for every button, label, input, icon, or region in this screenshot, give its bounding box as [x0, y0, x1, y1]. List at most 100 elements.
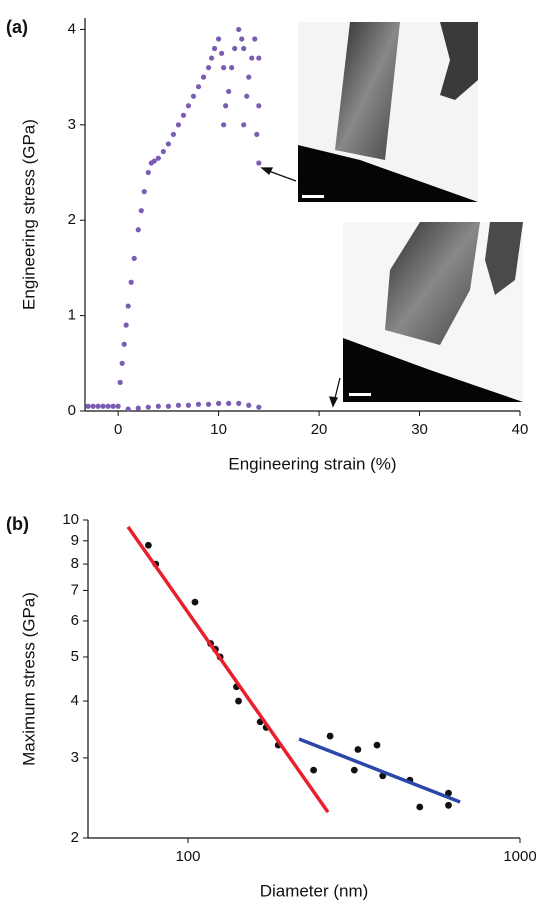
y-tick-label: 1	[68, 307, 76, 324]
data-point	[131, 255, 137, 261]
data-point	[445, 801, 452, 809]
y-tick-label: 4	[68, 20, 76, 37]
panel-label: (b)	[6, 514, 29, 534]
data-point	[141, 189, 147, 195]
fit-line	[126, 525, 330, 814]
x-axis-label: Engineering strain (%)	[228, 454, 396, 473]
data-point	[95, 403, 101, 409]
data-point	[117, 379, 123, 385]
data-point	[256, 103, 262, 109]
data-point	[145, 169, 151, 176]
panel-label: (a)	[6, 17, 28, 37]
data-point	[105, 403, 111, 409]
y-tick-label: 0	[68, 402, 76, 419]
x-tick-label: 40	[512, 421, 529, 438]
data-point	[216, 400, 222, 406]
data-point	[185, 103, 192, 109]
x-tick-label: 100	[175, 848, 200, 865]
data-point	[246, 402, 252, 408]
y-tick-label: 7	[71, 581, 79, 598]
y-tick-label: 2	[68, 211, 76, 228]
data-point	[85, 403, 91, 409]
data-point	[236, 26, 242, 33]
y-tick-label: 6	[71, 612, 79, 629]
data-point	[90, 403, 96, 409]
tem-inset-bottom	[343, 222, 523, 402]
y-tick-label: 3	[68, 116, 76, 133]
data-point	[211, 45, 218, 52]
data-point	[155, 403, 161, 409]
data-point	[246, 74, 252, 80]
x-tick-label: 30	[411, 421, 428, 438]
data-point	[205, 65, 212, 71]
data-point	[226, 400, 232, 406]
data-point	[144, 541, 152, 549]
data-point	[326, 732, 334, 740]
data-point	[125, 303, 131, 309]
y-tick-label: 9	[71, 532, 79, 549]
data-point	[235, 697, 242, 705]
data-point	[195, 84, 202, 90]
data-point	[160, 148, 166, 155]
data-point	[216, 36, 222, 42]
x-tick-label: 0	[114, 421, 122, 438]
tem-inset-top	[298, 22, 478, 202]
data-point	[190, 93, 197, 99]
data-point	[195, 401, 202, 407]
data-point	[254, 131, 260, 137]
data-point	[191, 598, 199, 606]
data-point	[123, 322, 129, 328]
data-point	[256, 55, 262, 61]
data-point	[185, 402, 192, 408]
data-point	[135, 405, 141, 411]
data-point	[232, 45, 238, 52]
data-point	[110, 403, 116, 409]
data-point	[373, 741, 381, 749]
y-tick-label: 4	[71, 692, 79, 709]
data-point	[135, 227, 141, 233]
data-point	[100, 403, 106, 409]
data-point	[445, 789, 452, 797]
data-point	[115, 403, 121, 409]
data-point	[249, 55, 255, 61]
data-point	[244, 93, 250, 99]
x-tick-label: 20	[311, 421, 328, 438]
data-point	[229, 65, 235, 71]
data-point	[221, 65, 227, 71]
data-point	[175, 402, 182, 408]
data-point	[119, 360, 125, 366]
data-point	[256, 404, 262, 410]
data-point	[310, 766, 318, 774]
data-point	[170, 131, 177, 137]
data-point	[145, 404, 151, 410]
data-point	[219, 50, 225, 56]
data-point	[226, 88, 232, 95]
y-tick-label: 2	[71, 829, 79, 846]
data-point	[256, 160, 262, 166]
data-point	[165, 141, 171, 147]
data-point	[236, 400, 242, 406]
x-tick-label: 1000	[503, 848, 536, 865]
y-tick-label: 3	[71, 749, 79, 766]
data-point	[138, 208, 144, 214]
x-axis-label: Diameter (nm)	[260, 881, 369, 900]
data-point	[223, 103, 229, 109]
data-point	[205, 401, 212, 407]
data-point	[121, 341, 127, 347]
data-point	[125, 406, 131, 412]
data-point	[241, 45, 247, 52]
y-tick-label: 8	[71, 555, 79, 572]
data-point	[151, 158, 157, 164]
data-point	[155, 155, 161, 161]
arrows	[260, 167, 341, 408]
y-axis-label: Engineering stress (GPa)	[19, 119, 38, 310]
data-point	[165, 403, 171, 409]
data-point	[175, 122, 182, 128]
y-tick-label: 10	[62, 511, 79, 528]
x-tick-label: 10	[210, 421, 227, 438]
data-point	[241, 122, 247, 128]
data-point	[252, 36, 258, 42]
fit-line	[298, 737, 461, 804]
data-point	[180, 112, 187, 118]
